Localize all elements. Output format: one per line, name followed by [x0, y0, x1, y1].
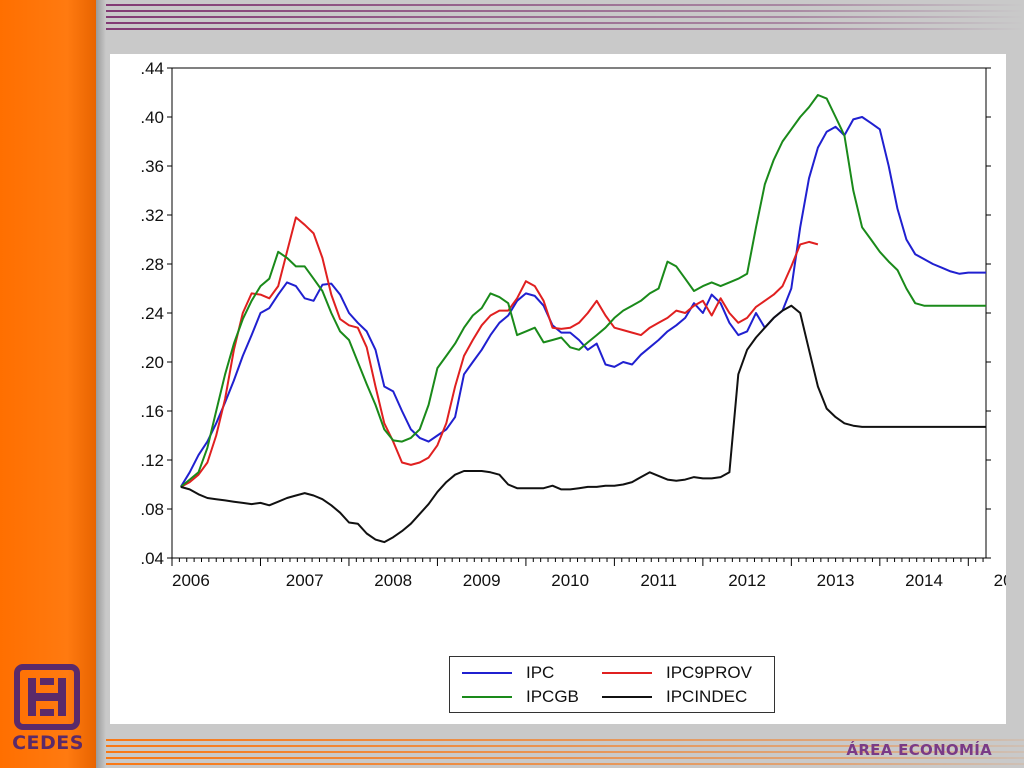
decorative-top-lines [106, 4, 1024, 30]
legend-item-ipc: IPC [462, 662, 554, 684]
series-line-ipcindec [180, 304, 986, 544]
sidebar-shadow [96, 0, 106, 768]
plot-frame [171, 67, 987, 559]
legend-swatch [462, 672, 512, 674]
legend-item-ipcgb: IPCGB [462, 686, 579, 708]
legend-item-ipcindec: IPCINDEC [602, 686, 747, 708]
y-tick-label: .04 [140, 549, 164, 568]
section-label: ÁREA ECONOMÍA [846, 741, 992, 759]
legend-swatch [462, 696, 512, 698]
chart-legend: IPC IPC9PROV IPCGB IPCINDEC [449, 656, 775, 713]
line-chart: .04 .08 .12 .16 .20 .24 .28 .32 .36 .40 .44 2006 200… [140, 59, 1006, 590]
orange-sidebar [0, 0, 96, 768]
decorative-bottom-lines [106, 739, 1024, 765]
x-tick-label: 2007 [286, 571, 324, 590]
y-tick-label: .12 [140, 451, 164, 470]
legend-label: IPC [526, 663, 555, 682]
x-tick-label: 2008 [374, 571, 412, 590]
series-line-ipc9prov [180, 216, 819, 488]
y-tick-label: .16 [140, 402, 164, 421]
x-tick-label: 2014 [905, 571, 943, 590]
x-tick-label: 2012 [728, 571, 766, 590]
x-tick-label: 2013 [817, 571, 855, 590]
legend-label: IPCINDEC [666, 687, 748, 706]
logo-text: CEDES [12, 732, 84, 754]
chart-panel: .04 .08 .12 .16 .20 .24 .28 .32 .36 .40 .44 2006 200… [110, 54, 1006, 724]
y-tick-label: .08 [140, 500, 164, 519]
x-tick-label: 2006 [172, 571, 210, 590]
y-tick-label: .28 [140, 255, 164, 274]
x-tick-label: 2009 [463, 571, 501, 590]
y-tick-label: .24 [140, 304, 164, 323]
y-tick-label: .40 [140, 108, 164, 127]
legend-swatch [602, 696, 652, 698]
y-tick-label: .32 [140, 206, 164, 225]
legend-swatch [602, 672, 652, 674]
y-tick-label: .36 [140, 157, 164, 176]
legend-item-ipc9prov: IPC9PROV [602, 662, 752, 684]
y-tick-label: .20 [140, 353, 164, 372]
legend-label: IPC9PROV [666, 663, 752, 682]
series-line-ipcgb [180, 94, 986, 488]
x-tick-label: 2010 [551, 571, 589, 590]
x-tick-label: 2011 [640, 571, 677, 590]
y-tick-label: .44 [140, 59, 164, 78]
legend-label: IPCGB [526, 687, 579, 706]
cedes-logo-icon [14, 664, 80, 730]
x-tick-label: 2015 [994, 571, 1006, 590]
series-line-ipc [179, 116, 986, 488]
